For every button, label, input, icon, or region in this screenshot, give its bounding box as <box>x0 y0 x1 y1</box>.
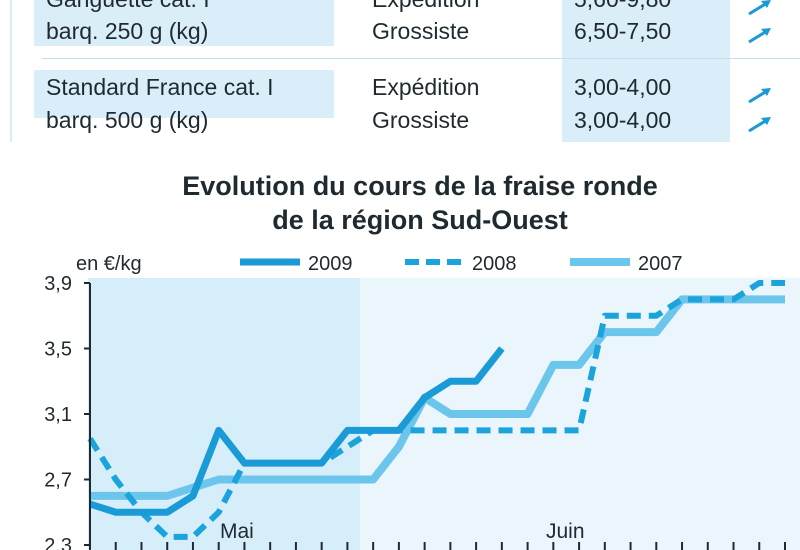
x-ticks <box>89 542 786 550</box>
stage-label: Expédition <box>372 0 479 15</box>
y-tick-label: 3,1 <box>44 404 72 426</box>
series-line-2008 <box>87 280 785 540</box>
price-value: 3,00-4,00 <box>574 107 672 133</box>
product-label-bg-1 <box>34 0 334 46</box>
legend-label-2008: 2008 <box>472 253 517 275</box>
price-value: 5,60-9,80 <box>574 0 671 15</box>
trend-up-arrow-icon <box>748 117 771 133</box>
month-label-juin: Juin <box>546 520 585 543</box>
month-label-mai: Mai <box>220 520 254 543</box>
chart-title-line1: Evolution du cours de la fraise ronde <box>182 171 658 201</box>
price-chart: Evolution du cours de la fraise ronde de… <box>10 160 800 550</box>
legend: 2009 2008 2007 <box>240 253 683 275</box>
legend-label-2009: 2009 <box>308 253 353 275</box>
row-divider <box>42 58 800 59</box>
series-layer <box>87 280 785 540</box>
stage-label: Expédition <box>372 74 480 100</box>
y-axis-label: en €/kg <box>76 253 142 275</box>
trend-up-arrow-icon <box>748 28 771 44</box>
price-value: 6,50-7,50 <box>574 18 672 44</box>
chart-canvas: 3,9 3,5 3,1 2,7 2,3 en €/kg 2009 2008 2007 M… <box>44 253 800 550</box>
trend-up-arrow-icon <box>748 88 771 104</box>
series-line-2007 <box>90 295 785 500</box>
y-tick-label: 2,3 <box>44 535 72 550</box>
product-name-line2: barq. 500 g (kg) <box>46 107 209 133</box>
y-tick-label: 2,7 <box>44 470 72 492</box>
product-name-line1: Standard France cat. I <box>46 74 274 100</box>
price-value: 3,00-4,00 <box>574 74 672 100</box>
y-tick-label: 3,9 <box>44 273 72 295</box>
price-column-background <box>562 0 730 142</box>
trend-up-arrow-icon <box>748 0 771 16</box>
chart-title-line2: de la région Sud-Ouest <box>272 205 568 235</box>
legend-label-2007: 2007 <box>638 253 683 275</box>
product-name-line2: barq. 250 g (kg) <box>46 18 209 44</box>
stage-label: Grossiste <box>372 107 470 133</box>
y-ticks: 3,9 3,5 3,1 2,7 2,3 <box>44 273 90 550</box>
stage-label: Grossiste <box>372 18 470 44</box>
product-label-bg-2 <box>34 70 334 118</box>
series-line-2009 <box>88 346 505 516</box>
price-table: Gariguette cat. I barq. 250 g (kg) Expéd… <box>10 0 800 142</box>
y-tick-label: 3,5 <box>44 339 72 361</box>
product-name-line1: Gariguette cat. I <box>46 0 210 15</box>
